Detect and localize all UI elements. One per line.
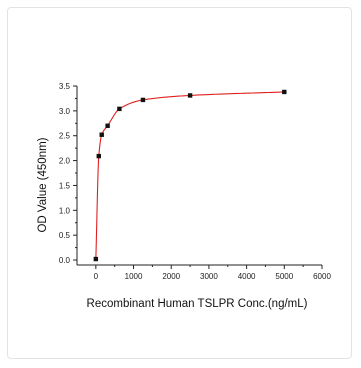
x-axis-label: Recombinant Human TSLPR Conc.(ng/mL) [87, 298, 308, 310]
fit-curve-layer [95, 91, 285, 260]
x-tick-label: 3000 [200, 272, 218, 281]
data-point [96, 153, 101, 159]
y-tick-label: 3.0 [59, 107, 71, 116]
y-axis-label: OD Value (450nm) [37, 137, 49, 232]
x-tick-label: 4000 [238, 272, 256, 281]
data-point [187, 93, 193, 98]
x-tick-label: 1000 [125, 272, 143, 281]
x-tick-label: 0 [94, 272, 99, 281]
data-point [282, 89, 287, 95]
x-tick-label: 2000 [162, 272, 180, 281]
y-tick-label: 0.5 [59, 231, 71, 240]
y-tick-label: 0.0 [59, 256, 71, 265]
y-tick-label: 2.5 [59, 132, 71, 141]
data-point [93, 256, 99, 262]
data-point [105, 123, 110, 128]
tick-labels-layer: 0.0 0.5 1.0 1.5 2.0 2.5 3.0 3.5 0 1000 2000 3000 400… [59, 82, 332, 281]
x-tick-label: 6000 [313, 272, 331, 281]
y-tick-label: 1.0 [59, 206, 71, 215]
fit-curve [95, 91, 285, 260]
data-point [99, 132, 104, 137]
data-point [117, 106, 122, 112]
x-tick-label: 5000 [275, 272, 293, 281]
data-points-layer [93, 89, 287, 262]
y-tick-label: 1.5 [59, 181, 71, 190]
axes [73, 85, 323, 269]
y-tick-label: 3.5 [59, 82, 71, 91]
data-point [140, 97, 146, 103]
chart-frame [7, 7, 352, 359]
y-tick-label: 2.0 [59, 157, 71, 166]
